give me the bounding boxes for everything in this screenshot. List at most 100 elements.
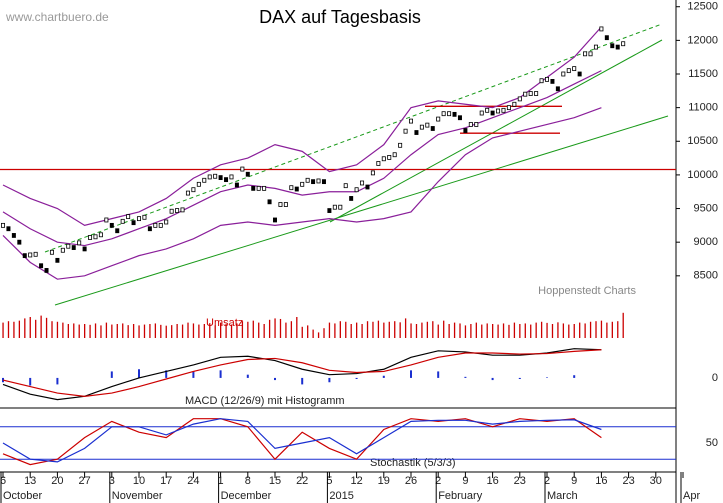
- volume-bar: [56, 321, 59, 338]
- candle: [126, 214, 131, 220]
- volume-bar: [263, 324, 265, 338]
- candle: [441, 111, 446, 117]
- candle: [115, 228, 120, 234]
- x-tick-label: 23: [622, 475, 634, 487]
- x-tick-label: 1: [218, 475, 224, 487]
- volume-bar: [448, 324, 450, 338]
- month-label: December: [221, 490, 272, 502]
- volume-bar: [557, 322, 559, 338]
- candle: [136, 216, 141, 222]
- stoch-label: Stochastik (5/3/3): [370, 457, 456, 469]
- volume-bar: [551, 324, 554, 338]
- candle: [88, 235, 93, 240]
- volume-bar: [464, 325, 467, 338]
- candle: [283, 202, 288, 207]
- candle: [55, 257, 60, 263]
- candle: [98, 232, 103, 238]
- volume-bar: [290, 321, 293, 338]
- volume-bar: [497, 324, 499, 338]
- volume-bar: [579, 322, 581, 338]
- candle: [360, 180, 365, 186]
- x-tick-label: 30: [650, 475, 662, 487]
- candle: [561, 71, 566, 77]
- candle: [93, 234, 98, 240]
- source-note: Hoppenstedt Charts: [538, 285, 636, 297]
- volume-bar: [339, 321, 341, 338]
- macd-histogram: [491, 377, 494, 381]
- candle: [251, 185, 256, 191]
- macd-label: MACD (12/26/9) mit Histogramm: [185, 395, 345, 407]
- volume-bar: [356, 322, 358, 338]
- candle: [66, 243, 71, 249]
- candle: [479, 110, 484, 116]
- candle: [588, 51, 593, 57]
- volume-bar: [486, 323, 488, 338]
- month-label: March: [547, 490, 578, 502]
- candle: [583, 51, 588, 57]
- watermark: www.chartbuero.de: [5, 10, 109, 24]
- volume-bar: [519, 324, 521, 338]
- candle: [60, 247, 65, 253]
- candle: [11, 233, 16, 238]
- candle: [332, 204, 337, 210]
- candle: [120, 218, 125, 224]
- candle: [147, 226, 152, 232]
- macd-histogram: [2, 377, 4, 383]
- candle: [311, 179, 316, 185]
- candle: [28, 252, 33, 258]
- volume-bar: [40, 315, 42, 338]
- bollinger-lower: [2, 107, 602, 280]
- volume-bar: [568, 324, 570, 338]
- candle: [403, 128, 408, 134]
- x-tick-label: 16: [486, 475, 498, 487]
- x-tick-label: 9: [462, 475, 468, 487]
- candle: [398, 142, 403, 148]
- volume-bar: [307, 325, 309, 338]
- candle: [457, 115, 462, 121]
- volume-bar: [268, 319, 271, 338]
- chart-title: DAX auf Tagesbasis: [259, 7, 421, 27]
- candle: [414, 130, 419, 135]
- volume-bar: [530, 324, 532, 338]
- volume-bar: [132, 324, 135, 338]
- volume-bar: [45, 317, 48, 338]
- candle: [234, 182, 239, 188]
- candle: [321, 179, 326, 185]
- volume-bar: [252, 320, 254, 338]
- volume-bar: [394, 321, 396, 338]
- candle: [77, 240, 82, 246]
- volume-bar: [138, 325, 140, 338]
- y-tick-label: 8500: [694, 270, 718, 282]
- volume-bar: [105, 322, 108, 338]
- candle: [550, 79, 555, 84]
- x-tick-label: 17: [160, 475, 172, 487]
- candle: [392, 152, 397, 158]
- volume-bar: [220, 322, 222, 338]
- x-tick-label: 2: [544, 475, 550, 487]
- volume-bar: [165, 325, 167, 338]
- volume-bar: [62, 322, 64, 338]
- volume-bar: [154, 323, 157, 338]
- volume-bar: [524, 323, 526, 338]
- candle: [39, 263, 44, 269]
- x-tick-label: 2: [435, 475, 441, 487]
- trend-line: [329, 39, 663, 223]
- month-label: Apr: [683, 490, 700, 502]
- candle: [408, 118, 413, 124]
- volume-bar: [143, 324, 146, 338]
- volume-bar: [415, 324, 418, 338]
- volume-bar: [18, 320, 21, 338]
- volume-bar: [35, 319, 37, 338]
- y-tick-label: 50: [706, 437, 718, 449]
- candle: [131, 220, 136, 226]
- volume-bar: [312, 329, 314, 338]
- candle: [343, 183, 348, 189]
- candle: [104, 217, 109, 223]
- candle: [191, 187, 196, 193]
- candle: [0, 222, 6, 228]
- macd-histogram: [518, 377, 521, 379]
- candle: [425, 122, 430, 128]
- volume-bar: [622, 312, 624, 338]
- x-tick-label: 6: [0, 475, 6, 487]
